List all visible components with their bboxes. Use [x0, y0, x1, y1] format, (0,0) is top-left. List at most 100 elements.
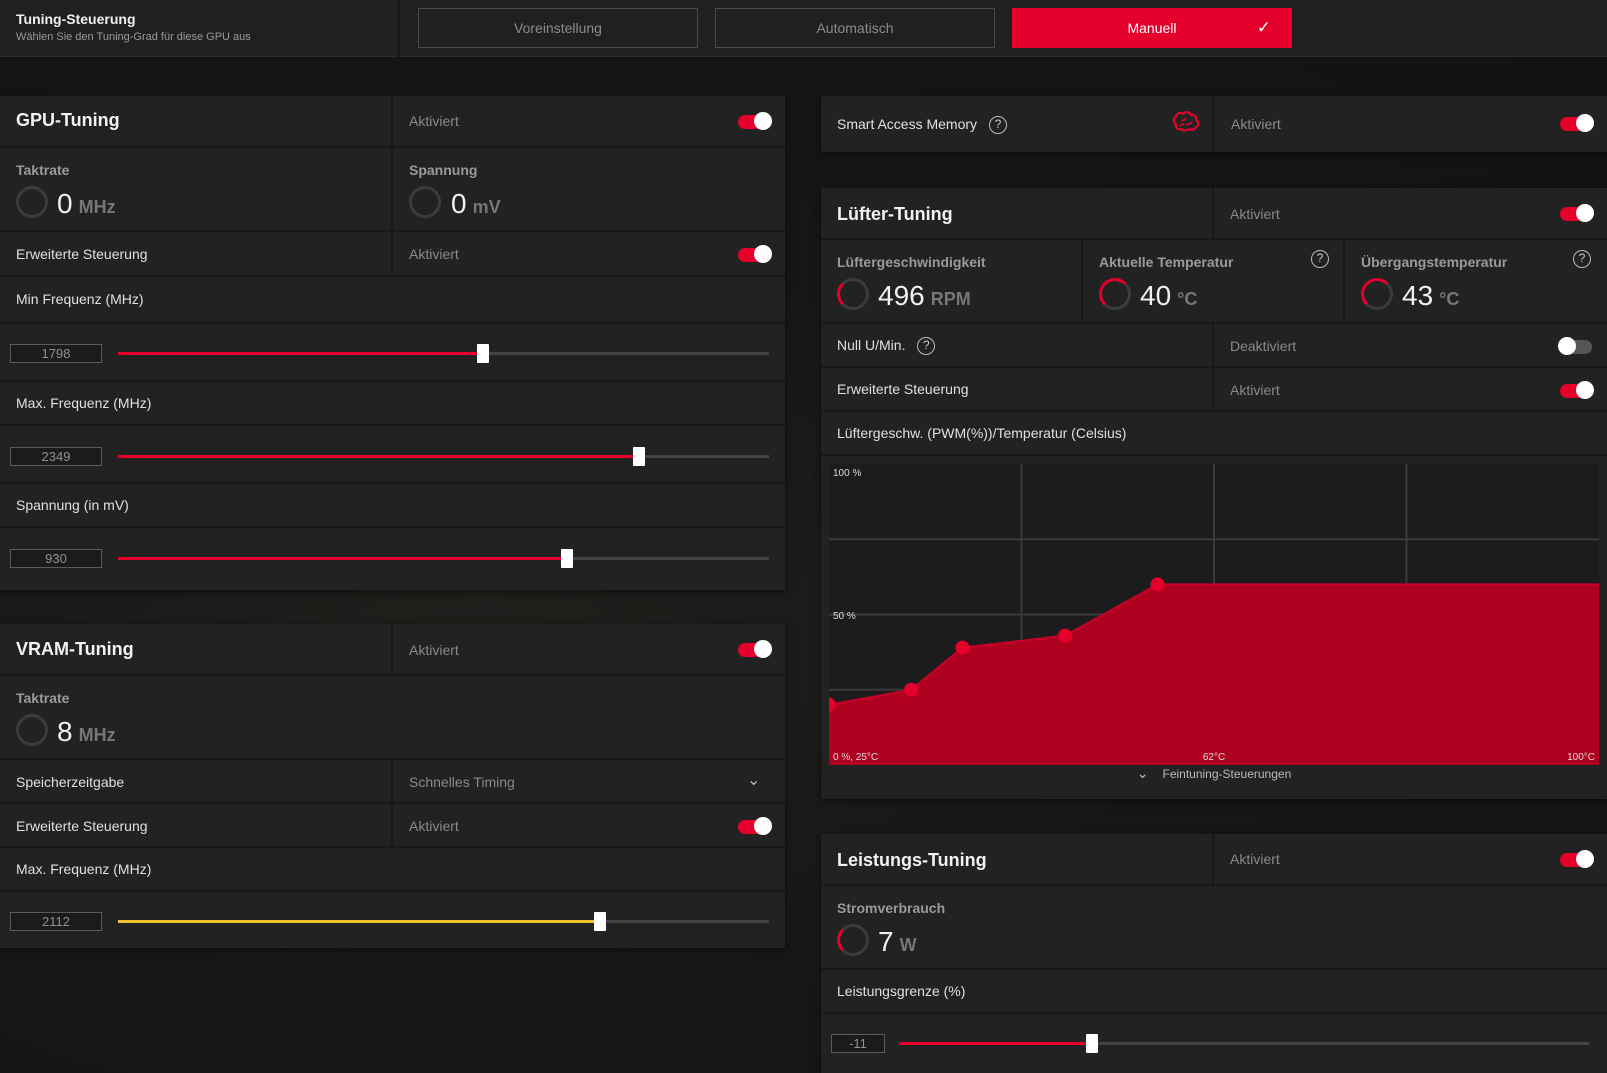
voltage-mv-label: Spannung (in mV) [16, 497, 129, 513]
fan-speed-unit: RPM [930, 289, 971, 309]
fan-speed-number: 496 [878, 280, 925, 311]
fan-advanced-label: Erweiterte Steuerung [837, 381, 969, 397]
help-icon[interactable]: ? [1311, 250, 1329, 268]
junction-temp-number: 43 [1402, 280, 1434, 311]
vram-tuning-toggle[interactable] [738, 640, 772, 658]
current-temp-label: Aktuelle Temperatur [1099, 254, 1234, 270]
chevron-down-icon[interactable]: ⌄ [747, 772, 761, 789]
gpu-advanced-toggle[interactable] [738, 245, 772, 263]
vram-max-freq-value-input[interactable]: 2112 [10, 912, 102, 931]
gpu-voltage-number: 0 [451, 188, 467, 219]
sam-toggle[interactable] [1560, 114, 1594, 132]
fan-curve-point [1058, 628, 1073, 643]
mode-auto-button[interactable]: Automatisch [715, 8, 995, 48]
vram-clock-unit: MHz [78, 725, 116, 745]
power-tuning-toggle[interactable] [1560, 850, 1594, 868]
gpu-voltage-value: 0 mV [451, 188, 501, 220]
max-freq-slider[interactable] [118, 447, 769, 466]
vram-advanced-state: Aktiviert [409, 818, 459, 834]
zero-rpm-toggle[interactable] [1558, 337, 1592, 355]
fan-advanced-state: Aktiviert [1230, 382, 1280, 398]
y-label-top: 100 % [833, 468, 861, 479]
junction-temp-gauge-icon [1361, 278, 1393, 310]
vram-clock-gauge-icon [16, 714, 48, 746]
fan-curve-point [829, 697, 836, 712]
power-limit-slider-thumb[interactable] [1086, 1034, 1099, 1053]
gpu-tuning-toggle[interactable] [738, 112, 772, 130]
voltage-mv-value-input[interactable]: 930 [10, 549, 102, 568]
junction-temp-value: 43 °C [1402, 280, 1459, 312]
vram-max-freq-slider-thumb[interactable] [593, 912, 606, 931]
memory-timing-select[interactable]: Schnelles Timing [409, 774, 515, 790]
power-draw-gauge-icon [837, 924, 869, 956]
power-limit-slider[interactable] [899, 1034, 1589, 1053]
fan-curve-point [904, 682, 919, 697]
current-temp-number: 40 [1140, 280, 1172, 311]
fan-curve-point [1150, 577, 1165, 592]
power-limit-label: Leistungsgrenze (%) [837, 983, 966, 999]
gpu-voltage-unit: mV [472, 197, 501, 217]
voltage-mv-slider[interactable] [118, 549, 769, 568]
current-temp-value: 40 °C [1140, 280, 1197, 312]
gpu-voltage-gauge-icon [409, 186, 441, 218]
junction-temp-unit: °C [1439, 289, 1460, 309]
gpu-clock-label: Taktrate [16, 162, 70, 178]
power-tuning-panel: Leistungs-Tuning Aktiviert Stromverbrauc… [821, 834, 1607, 1073]
power-limit-value-input[interactable]: -11 [831, 1034, 885, 1053]
help-icon[interactable]: ? [917, 337, 936, 356]
power-draw-label: Stromverbrauch [837, 900, 946, 916]
mode-manual-button[interactable]: Manuell ✓ [1012, 8, 1292, 48]
sam-label-text: Smart Access Memory [837, 116, 978, 132]
vram-advanced-label: Erweiterte Steuerung [16, 818, 148, 834]
vram-tuning-panel: VRAM-Tuning Aktiviert Taktrate 8 MHz Spei… [0, 624, 785, 948]
current-temp-gauge-icon [1099, 278, 1131, 310]
voltage-mv-slider-thumb[interactable] [561, 549, 574, 568]
fan-tuning-title: Lüfter-Tuning [837, 204, 953, 224]
gpu-advanced-label: Erweiterte Steuerung [16, 246, 148, 262]
gpu-clock-value: 0 MHz [57, 188, 116, 220]
fan-tuning-toggle[interactable] [1560, 204, 1594, 222]
chevron-down-icon: ⌄ [1136, 765, 1149, 781]
vram-tuning-state: Aktiviert [409, 642, 459, 658]
fan-curve-point [955, 640, 970, 655]
gpu-voltage-label: Spannung [409, 162, 478, 178]
help-icon[interactable]: ? [1573, 250, 1591, 268]
vram-max-freq-slider[interactable] [118, 912, 769, 931]
vram-tuning-title: VRAM-Tuning [16, 639, 134, 659]
x-label-mid: 62°C [1203, 752, 1225, 763]
mode-preset-button[interactable]: Voreinstellung [418, 8, 698, 48]
fan-curve-chart[interactable]: 100 % 50 % 0 %, 25°C 62°C 100°C [829, 464, 1599, 765]
power-tuning-title: Leistungs-Tuning [837, 850, 987, 870]
junction-temp-label: Übergangstemperatur [1361, 254, 1508, 270]
min-freq-slider[interactable] [118, 344, 769, 363]
fine-tuning-toggle[interactable]: ⌄ Feintuning-Steuerungen [821, 765, 1607, 782]
fan-tuning-panel: Lüfter-Tuning Aktiviert Lüftergeschwindi… [821, 188, 1607, 799]
vram-clock-value: 8 MHz [57, 716, 116, 748]
min-freq-value-input[interactable]: 1798 [10, 344, 102, 363]
vram-max-freq-label: Max. Frequenz (MHz) [16, 861, 152, 877]
gpu-clock-number: 0 [57, 188, 73, 219]
help-icon[interactable]: ? [988, 116, 1007, 135]
min-freq-slider-thumb[interactable] [476, 344, 489, 363]
y-label-mid: 50 % [833, 611, 856, 622]
power-tuning-state: Aktiviert [1230, 851, 1280, 867]
max-freq-slider-thumb[interactable] [632, 447, 645, 466]
fan-curve-title: Lüftergeschw. (PWM(%))/Temperatur (Celsi… [837, 425, 1127, 441]
fan-tuning-state: Aktiviert [1230, 206, 1280, 222]
power-draw-number: 7 [878, 926, 894, 957]
vram-advanced-toggle[interactable] [738, 817, 772, 835]
fan-speed-label: Lüftergeschwindigkeit [837, 254, 986, 270]
max-freq-value-input[interactable]: 2349 [10, 447, 102, 466]
origin-label: 0 %, 25°C [833, 752, 878, 763]
gpu-clock-unit: MHz [78, 197, 116, 217]
max-freq-label: Max. Frequenz (MHz) [16, 395, 152, 411]
sam-state: Aktiviert [1231, 116, 1281, 132]
fan-speed-gauge-icon [837, 278, 869, 310]
gpu-tuning-state: Aktiviert [409, 113, 459, 129]
min-freq-label: Min Frequenz (MHz) [16, 291, 144, 307]
fan-advanced-toggle[interactable] [1560, 381, 1594, 399]
zero-rpm-label-text: Null U/Min. [837, 337, 906, 353]
tuning-control-bar: Tuning-Steuerung Wählen Sie den Tuning-G… [0, 0, 1607, 57]
